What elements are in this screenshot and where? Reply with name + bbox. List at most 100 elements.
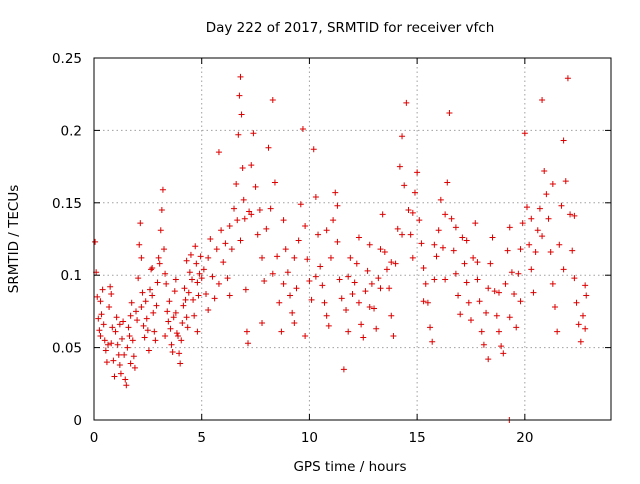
data-point [459, 234, 466, 241]
data-point [282, 246, 289, 253]
data-point [390, 333, 397, 340]
data-point [302, 333, 309, 340]
data-point [103, 359, 110, 366]
data-point [474, 259, 481, 266]
data-point [197, 253, 204, 260]
data-point [476, 298, 483, 305]
data-point [129, 337, 136, 344]
data-point [401, 182, 408, 189]
data-point [381, 249, 388, 256]
data-point [583, 292, 590, 299]
data-point [122, 376, 129, 383]
data-point [183, 257, 190, 264]
data-point [409, 209, 416, 216]
data-point [345, 328, 352, 335]
data-point [138, 254, 145, 261]
data-point [186, 269, 193, 276]
data-point [543, 191, 550, 198]
data-point [431, 241, 438, 248]
data-point [364, 267, 371, 274]
data-point [411, 189, 418, 196]
data-point [224, 275, 231, 282]
data-point [551, 304, 558, 311]
data-point [165, 318, 172, 325]
data-point [111, 373, 118, 380]
data-point [119, 335, 126, 342]
data-point [280, 217, 287, 224]
data-point [205, 254, 212, 261]
data-point [94, 293, 101, 300]
data-point [489, 234, 496, 241]
data-point [345, 273, 352, 280]
data-point [179, 319, 186, 326]
data-point [171, 288, 178, 295]
data-point [97, 298, 104, 305]
y-axis-label: SRMTID / TECUs [6, 185, 22, 293]
data-point [269, 270, 276, 277]
data-point [137, 220, 144, 227]
data-point [399, 231, 406, 238]
data-point [222, 240, 229, 247]
data-point [452, 270, 459, 277]
data-point [109, 324, 116, 331]
data-point [517, 298, 524, 305]
data-point [532, 249, 539, 256]
data-point [461, 260, 468, 267]
data-point [192, 243, 199, 250]
data-point [299, 125, 306, 132]
data-point [319, 282, 326, 289]
data-point [184, 324, 191, 331]
data-point [203, 291, 210, 298]
data-point [407, 231, 414, 238]
data-point [502, 280, 509, 287]
data-point [196, 270, 203, 277]
data-point [472, 220, 479, 227]
data-point [455, 292, 462, 299]
data-point [108, 291, 115, 298]
data-point [491, 288, 498, 295]
data-point [560, 266, 567, 273]
data-point [306, 277, 313, 284]
data-point [236, 92, 243, 99]
data-point [562, 178, 569, 185]
data-point [124, 344, 131, 351]
data-point [478, 328, 485, 335]
data-point [495, 289, 502, 296]
data-point [431, 276, 438, 283]
data-point [325, 322, 332, 329]
data-point [239, 165, 246, 172]
data-point [291, 254, 298, 261]
data-point [194, 328, 201, 335]
data-point [168, 341, 175, 348]
data-point [189, 276, 196, 283]
data-point [534, 227, 541, 234]
data-point [169, 348, 176, 355]
data-point [235, 131, 242, 138]
y-tick-label: 0 [73, 413, 82, 429]
data-point [147, 286, 154, 293]
data-point [405, 207, 412, 214]
x-tick-label: 15 [409, 430, 426, 446]
data-point [149, 292, 156, 299]
data-point [511, 291, 518, 298]
data-point [485, 285, 492, 292]
data-point [95, 315, 102, 322]
data-point [564, 75, 571, 82]
data-point [155, 254, 162, 261]
x-tick-label: 10 [301, 430, 318, 446]
data-point [143, 315, 150, 322]
data-point [190, 296, 197, 303]
data-point [252, 183, 259, 190]
data-point [349, 291, 356, 298]
data-point [338, 295, 345, 302]
data-point [125, 324, 132, 331]
data-point [442, 211, 449, 218]
data-point [399, 133, 406, 140]
data-point [181, 285, 188, 292]
data-point [517, 246, 524, 253]
data-point [388, 312, 395, 319]
data-point [554, 328, 561, 335]
data-point [366, 304, 373, 311]
data-point [485, 356, 492, 363]
